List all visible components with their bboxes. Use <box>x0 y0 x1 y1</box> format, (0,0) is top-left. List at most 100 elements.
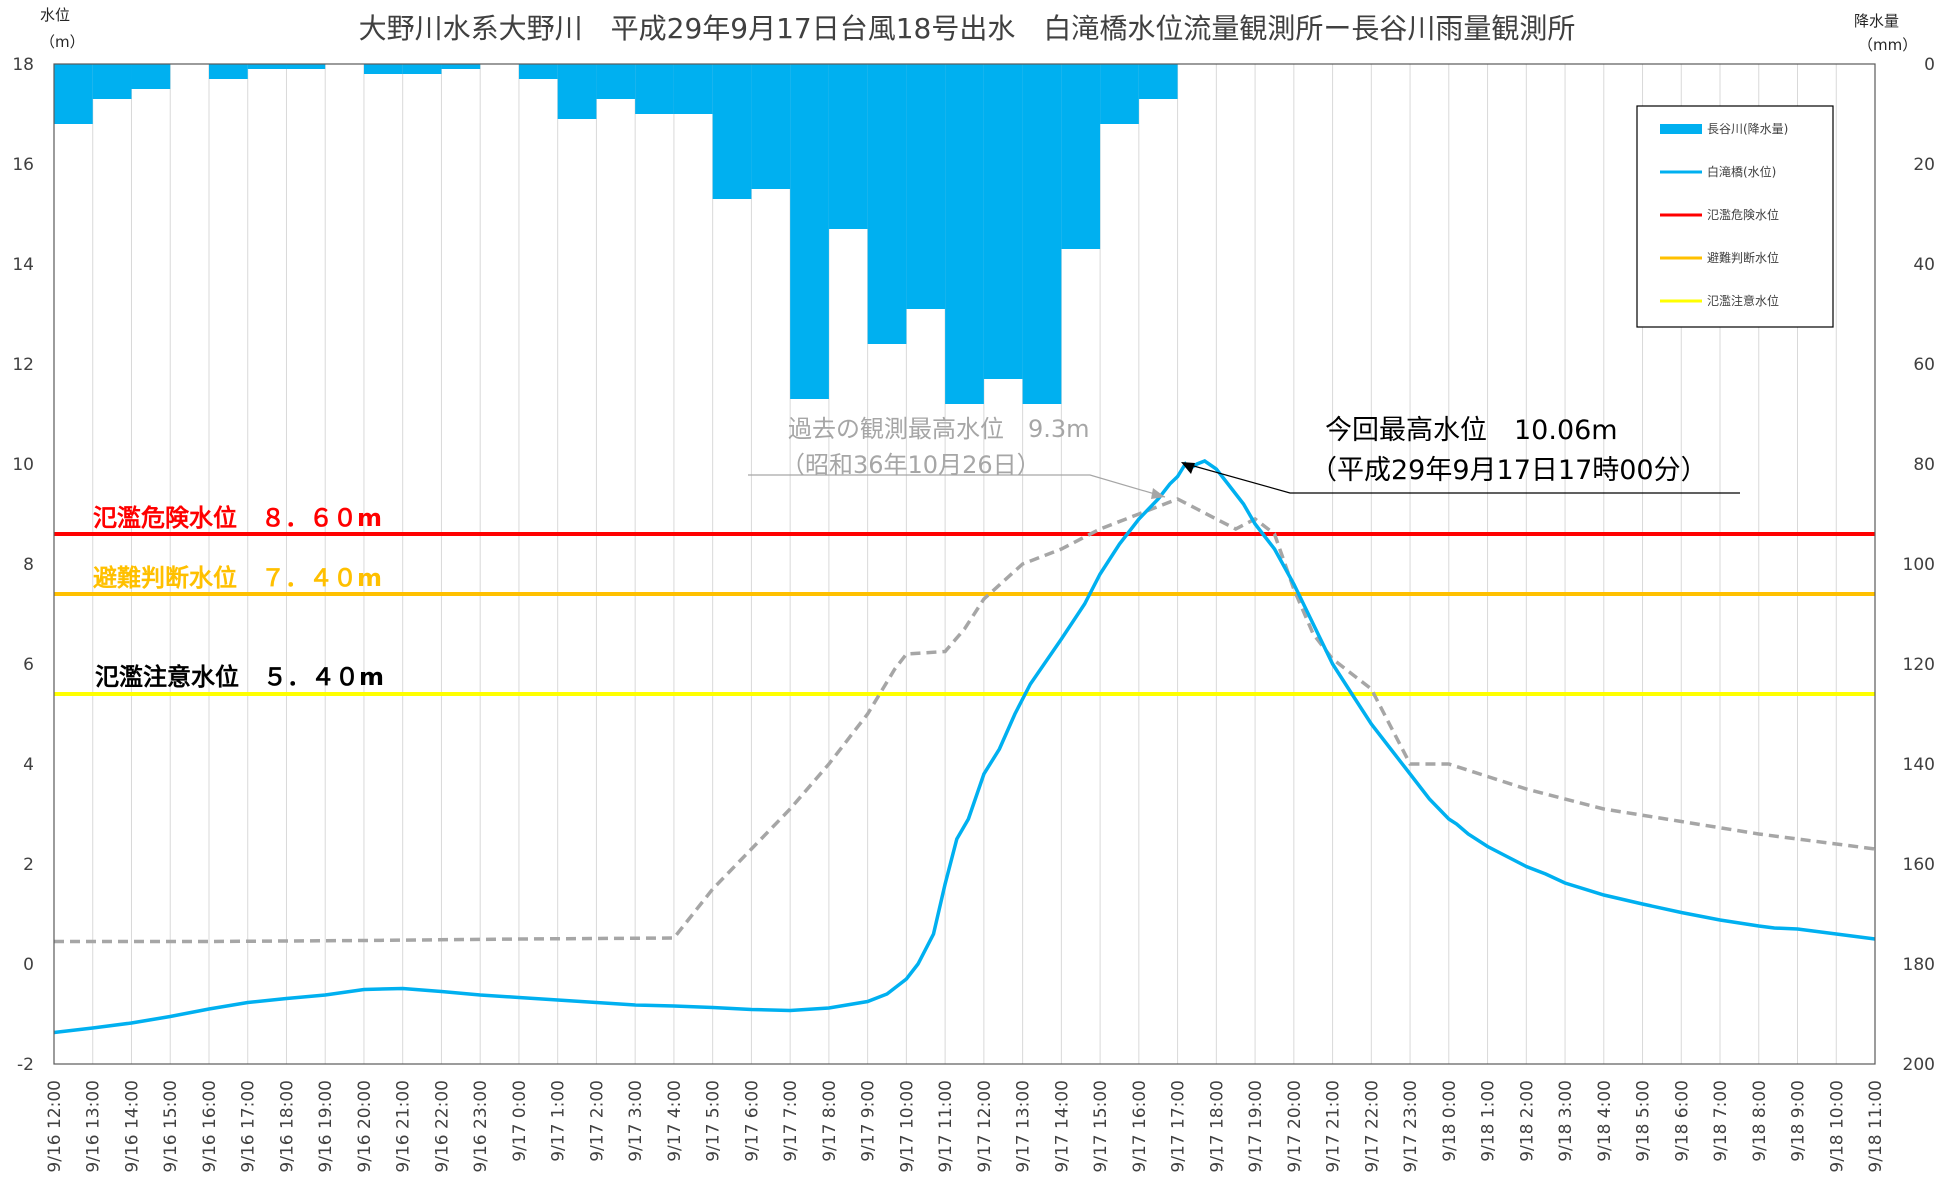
x-axis-tick-label: 9/17 8:00 <box>820 1080 840 1162</box>
x-axis-tick-label: 9/17 15:00 <box>1091 1080 1111 1173</box>
right-axis-tick-label: 140 <box>1903 755 1935 775</box>
right-axis-tick-label: 80 <box>1913 455 1935 475</box>
left-axis-tick-label: 10 <box>12 455 34 475</box>
rainfall-bar <box>1061 64 1101 249</box>
x-axis-tick-label: 9/16 12:00 <box>45 1080 65 1173</box>
rainfall-bar <box>557 64 597 119</box>
x-axis-tick-label: 9/17 20:00 <box>1285 1080 1305 1173</box>
left-axis-tick-label: 14 <box>12 255 34 275</box>
right-axis-tick-label: 180 <box>1903 955 1935 975</box>
historical-peak-label: 過去の観測最高水位 9.3m <box>788 415 1090 443</box>
x-axis-tick-label: 9/17 21:00 <box>1324 1080 1344 1173</box>
water-level-line <box>53 459 1876 1035</box>
rainfall-bar <box>131 64 171 89</box>
left-axis-tick-label: 8 <box>23 555 34 575</box>
rainfall-bar <box>790 64 829 399</box>
x-axis-tick-label: 9/16 15:00 <box>161 1080 181 1173</box>
historical-peak-date: （昭和36年10月26日） <box>781 451 1041 479</box>
left-axis-tick-label: 6 <box>23 655 34 675</box>
left-axis-label: 水位 <box>40 6 70 24</box>
x-axis-tick-label: 9/17 9:00 <box>859 1080 879 1162</box>
rainfall-bar <box>712 64 752 199</box>
rainfall-bar <box>54 64 93 124</box>
x-axis-tick-label: 9/16 22:00 <box>432 1080 452 1173</box>
x-axis-tick-label: 9/18 11:00 <box>1866 1080 1886 1173</box>
x-axis-tick-label: 9/16 18:00 <box>277 1080 297 1173</box>
x-axis-tick-label: 9/17 14:00 <box>1052 1080 1072 1173</box>
rainfall-bar <box>402 64 442 74</box>
reference-lines <box>54 532 1875 696</box>
rainfall-bar <box>828 64 868 229</box>
rainfall-bar <box>867 64 907 344</box>
x-axis-tick-label: 9/18 4:00 <box>1595 1080 1615 1162</box>
x-axis-tick-label: 9/17 16:00 <box>1130 1080 1150 1173</box>
rainfall-bar <box>247 64 287 69</box>
x-axis-tick-label: 9/16 20:00 <box>355 1080 375 1173</box>
x-axis-tick-label: 9/16 21:00 <box>394 1080 414 1173</box>
x-axis-tick-label: 9/16 14:00 <box>122 1080 142 1173</box>
left-axis-tick-label: 2 <box>23 855 34 875</box>
x-axis-tick-label: 9/17 2:00 <box>587 1080 607 1162</box>
x-axis-tick-label: 9/18 0:00 <box>1440 1080 1460 1162</box>
x-axis-tick-label: 9/17 1:00 <box>549 1080 569 1162</box>
legend-label: 白滝橋(水位) <box>1707 164 1776 179</box>
x-axis-tick-label: 9/17 22:00 <box>1362 1080 1382 1173</box>
x-axis-tick-label: 9/16 13:00 <box>84 1080 104 1173</box>
x-axis-tick-label: 9/18 3:00 <box>1556 1080 1576 1162</box>
evacuation-level-label: 避難判断水位 ７．４０m <box>93 564 382 592</box>
left-axis-tick-label: 12 <box>12 355 34 375</box>
right-axis-ticks: 0 20 40 60 80 100 120 140 160 180 200 <box>1903 55 1935 1075</box>
rainfall-bar <box>751 64 791 189</box>
rainfall-bar <box>596 64 636 99</box>
x-axis-ticks: 9/16 12:00 9/16 13:00 9/16 14:00 9/16 15:00… <box>45 1080 1886 1173</box>
x-axis-tick-label: 9/18 9:00 <box>1789 1080 1809 1162</box>
right-axis-tick-label: 40 <box>1913 255 1935 275</box>
x-axis-tick-label: 9/16 23:00 <box>471 1080 491 1173</box>
rainfall-bar <box>635 64 674 114</box>
x-axis-tick-label: 9/16 17:00 <box>239 1080 259 1173</box>
rainfall-bar <box>363 64 403 74</box>
rainfall-bar <box>441 64 481 69</box>
x-axis-tick-label: 9/17 12:00 <box>975 1080 995 1173</box>
x-axis-tick-label: 9/17 23:00 <box>1401 1080 1421 1173</box>
x-axis-tick-label: 9/18 6:00 <box>1672 1080 1692 1162</box>
rainfall-bar <box>1100 64 1139 124</box>
legend-label: 氾濫危険水位 <box>1707 207 1779 222</box>
right-axis-tick-label: 120 <box>1903 655 1935 675</box>
rainfall-bars <box>54 64 1178 404</box>
legend-swatch <box>1660 124 1702 134</box>
left-axis-tick-label: 4 <box>23 755 34 775</box>
x-axis-tick-label: 9/17 5:00 <box>704 1080 724 1162</box>
right-axis-tick-label: 200 <box>1903 1055 1935 1075</box>
left-axis-unit: （m） <box>40 33 85 51</box>
x-axis-tick-label: 9/17 4:00 <box>665 1080 685 1162</box>
rainfall-bar <box>208 64 248 79</box>
x-axis-tick-label: 9/17 17:00 <box>1169 1080 1189 1173</box>
x-axis-tick-label: 9/18 1:00 <box>1479 1080 1499 1162</box>
x-axis-tick-label: 9/17 3:00 <box>626 1080 646 1162</box>
legend-label: 氾濫注意水位 <box>1707 293 1779 308</box>
rainfall-bar <box>286 64 326 69</box>
left-axis-tick-label: 16 <box>12 155 34 175</box>
x-axis-tick-label: 9/18 8:00 <box>1750 1080 1770 1162</box>
legend-label: 避難判断水位 <box>1707 250 1779 265</box>
current-peak-date: （平成29年9月17日17時00分） <box>1310 455 1708 486</box>
right-axis-label: 降水量 <box>1854 12 1899 30</box>
x-axis-tick-label: 9/18 2:00 <box>1517 1080 1537 1162</box>
right-axis-tick-label: 20 <box>1913 155 1935 175</box>
x-axis-tick-label: 9/18 5:00 <box>1634 1080 1654 1162</box>
right-axis-tick-label: 60 <box>1913 355 1935 375</box>
x-axis-tick-label: 9/17 7:00 <box>781 1080 801 1162</box>
historical-level-line <box>54 497 1876 944</box>
x-axis-tick-label: 9/17 18:00 <box>1207 1080 1227 1173</box>
rainfall-bar <box>983 64 1023 379</box>
current-peak-pointer <box>1182 462 1740 494</box>
right-axis-tick-label: 100 <box>1903 555 1935 575</box>
legend-label: 長谷川(降水量) <box>1707 122 1788 136</box>
x-axis-tick-label: 9/18 10:00 <box>1827 1080 1847 1173</box>
rainfall-bar <box>1138 64 1178 99</box>
x-axis-tick-label: 9/17 19:00 <box>1246 1080 1266 1173</box>
right-axis-tick-label: 0 <box>1924 55 1935 75</box>
rainfall-bar <box>945 64 984 404</box>
